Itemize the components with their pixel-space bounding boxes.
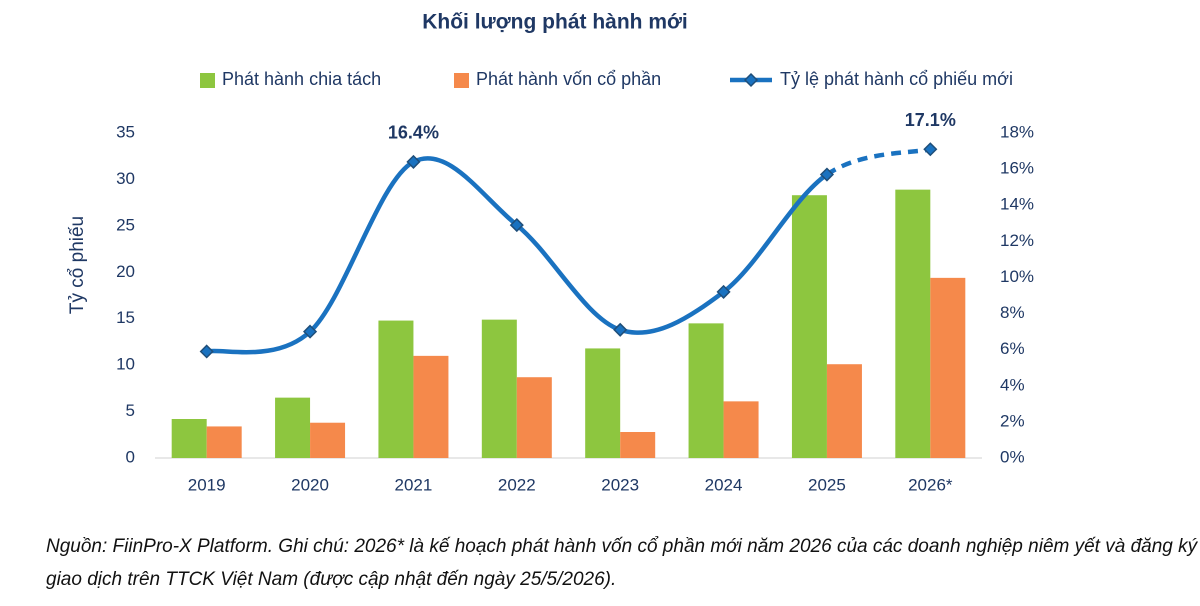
x-tick-label: 2020 bbox=[291, 475, 329, 494]
x-tick-label: 2026* bbox=[908, 475, 953, 494]
y-tick-label: 0 bbox=[126, 447, 135, 466]
bar bbox=[516, 377, 552, 458]
y-tick-label: 5 bbox=[126, 401, 135, 420]
y2-tick-label: 6% bbox=[1000, 339, 1025, 358]
y2-tick-label: 2% bbox=[1000, 411, 1025, 430]
bar bbox=[688, 323, 724, 458]
legend-swatch bbox=[454, 73, 469, 88]
legend-marker bbox=[743, 72, 759, 88]
line-marker bbox=[509, 218, 524, 233]
bar bbox=[723, 401, 759, 458]
x-tick-label: 2021 bbox=[395, 475, 433, 494]
bar bbox=[310, 422, 346, 458]
y-tick-label: 10 bbox=[116, 355, 135, 374]
y2-tick-label: 16% bbox=[1000, 159, 1034, 178]
data-label: 17.1% bbox=[905, 110, 956, 130]
bar bbox=[930, 277, 966, 458]
bar bbox=[275, 397, 311, 458]
y2-tick-label: 12% bbox=[1000, 231, 1034, 250]
bar bbox=[791, 195, 827, 458]
data-label: 16.4% bbox=[388, 123, 439, 143]
bar bbox=[481, 319, 517, 458]
x-tick-label: 2024 bbox=[705, 475, 743, 494]
y2-tick-label: 4% bbox=[1000, 375, 1025, 394]
legend-label: Tỷ lệ phát hành cổ phiếu mới bbox=[780, 69, 1013, 89]
x-tick-label: 2022 bbox=[498, 475, 536, 494]
bar bbox=[413, 355, 449, 458]
legend-label: Phát hành vốn cổ phần bbox=[476, 69, 661, 89]
y2-tick-label: 0% bbox=[1000, 447, 1025, 466]
line-projected bbox=[825, 147, 931, 177]
y2-tick-label: 8% bbox=[1000, 303, 1025, 322]
line-marker bbox=[303, 324, 318, 339]
y-tick-label: 25 bbox=[116, 215, 135, 234]
line-marker bbox=[406, 154, 421, 169]
legend-label: Phát hành chia tách bbox=[222, 69, 381, 89]
bar bbox=[620, 432, 656, 458]
line-marker bbox=[199, 344, 214, 359]
y2-tick-label: 18% bbox=[1000, 122, 1034, 141]
y-tick-label: 20 bbox=[116, 262, 135, 281]
y-tick-label: 30 bbox=[116, 169, 135, 188]
line-marker bbox=[716, 284, 731, 299]
legend-swatch bbox=[200, 73, 215, 88]
chart: Khối lượng phát hành mới Tỷ cổ phiếu 0 5 1… bbox=[67, 11, 1034, 495]
line-marker bbox=[923, 142, 938, 157]
line-marker bbox=[613, 322, 628, 337]
y-tick-label: 35 bbox=[116, 122, 135, 141]
chart-title: Khối lượng phát hành mới bbox=[422, 11, 688, 34]
line-marker bbox=[819, 167, 834, 182]
bar bbox=[826, 364, 862, 458]
bar bbox=[585, 348, 621, 458]
y2-tick-label: 10% bbox=[1000, 267, 1034, 286]
bar bbox=[171, 419, 207, 458]
x-tick-label: 2025 bbox=[808, 475, 846, 494]
y2-tick-label: 14% bbox=[1000, 195, 1034, 214]
y-axis-label: Tỷ cổ phiếu bbox=[67, 216, 88, 314]
bar bbox=[895, 189, 931, 458]
footnote: Nguồn: FiinPro-X Platform. Ghi chú: 2026… bbox=[46, 536, 1198, 590]
bar bbox=[206, 426, 242, 458]
x-tick-label: 2019 bbox=[188, 475, 226, 494]
y-tick-label: 15 bbox=[116, 308, 135, 327]
x-tick-label: 2023 bbox=[601, 475, 639, 494]
bar bbox=[378, 320, 414, 458]
